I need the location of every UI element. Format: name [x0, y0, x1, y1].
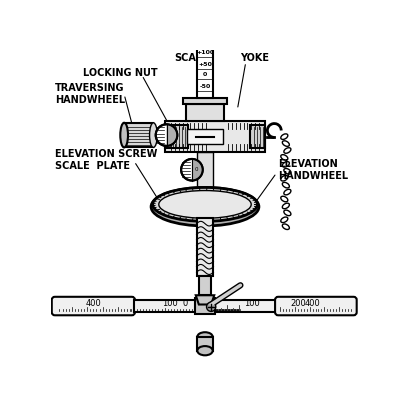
- Text: +100: +100: [196, 50, 214, 55]
- Ellipse shape: [156, 124, 177, 146]
- Text: SCALE: SCALE: [174, 53, 208, 63]
- Text: 200: 200: [290, 299, 306, 308]
- Ellipse shape: [197, 346, 213, 355]
- Text: 0: 0: [194, 167, 198, 172]
- Bar: [196, 48, 214, 98]
- Wedge shape: [192, 160, 202, 180]
- Text: 100: 100: [162, 299, 178, 308]
- Bar: [197, 337, 213, 351]
- Bar: [134, 300, 196, 312]
- Ellipse shape: [197, 332, 213, 341]
- Ellipse shape: [151, 187, 259, 226]
- Bar: [195, 298, 215, 314]
- Text: +50: +50: [198, 62, 212, 67]
- Bar: [154, 131, 166, 140]
- Text: 0: 0: [182, 299, 188, 308]
- Ellipse shape: [153, 187, 257, 221]
- Bar: [186, 129, 224, 144]
- Text: TRAVERSING
HANDWHEEL: TRAVERSING HANDWHEEL: [55, 83, 125, 105]
- FancyBboxPatch shape: [52, 297, 135, 315]
- Ellipse shape: [206, 302, 216, 312]
- Text: 0: 0: [203, 72, 207, 77]
- Text: -50: -50: [199, 84, 211, 89]
- Bar: [184, 98, 226, 104]
- Bar: [214, 300, 340, 312]
- Bar: [196, 218, 214, 276]
- Bar: [250, 125, 265, 148]
- Polygon shape: [196, 295, 214, 304]
- Text: LOCKING NUT: LOCKING NUT: [83, 68, 158, 79]
- FancyBboxPatch shape: [275, 297, 357, 315]
- Bar: [199, 276, 211, 295]
- Text: 400: 400: [86, 299, 101, 308]
- Text: YOKE: YOKE: [240, 53, 269, 63]
- Bar: [186, 104, 224, 121]
- Bar: [196, 152, 214, 205]
- Ellipse shape: [181, 159, 203, 181]
- Bar: [165, 121, 265, 152]
- Ellipse shape: [150, 123, 157, 147]
- Text: ELEVATION
HANDWHEEL: ELEVATION HANDWHEEL: [278, 158, 348, 181]
- Wedge shape: [166, 125, 176, 145]
- Text: ELEVATION SCREW
SCALE  PLATE: ELEVATION SCREW SCALE PLATE: [55, 149, 157, 171]
- Ellipse shape: [159, 191, 251, 218]
- Ellipse shape: [120, 123, 128, 147]
- Bar: [124, 123, 154, 147]
- Text: 100: 100: [244, 299, 260, 308]
- Text: 400: 400: [305, 299, 321, 308]
- Bar: [165, 125, 188, 148]
